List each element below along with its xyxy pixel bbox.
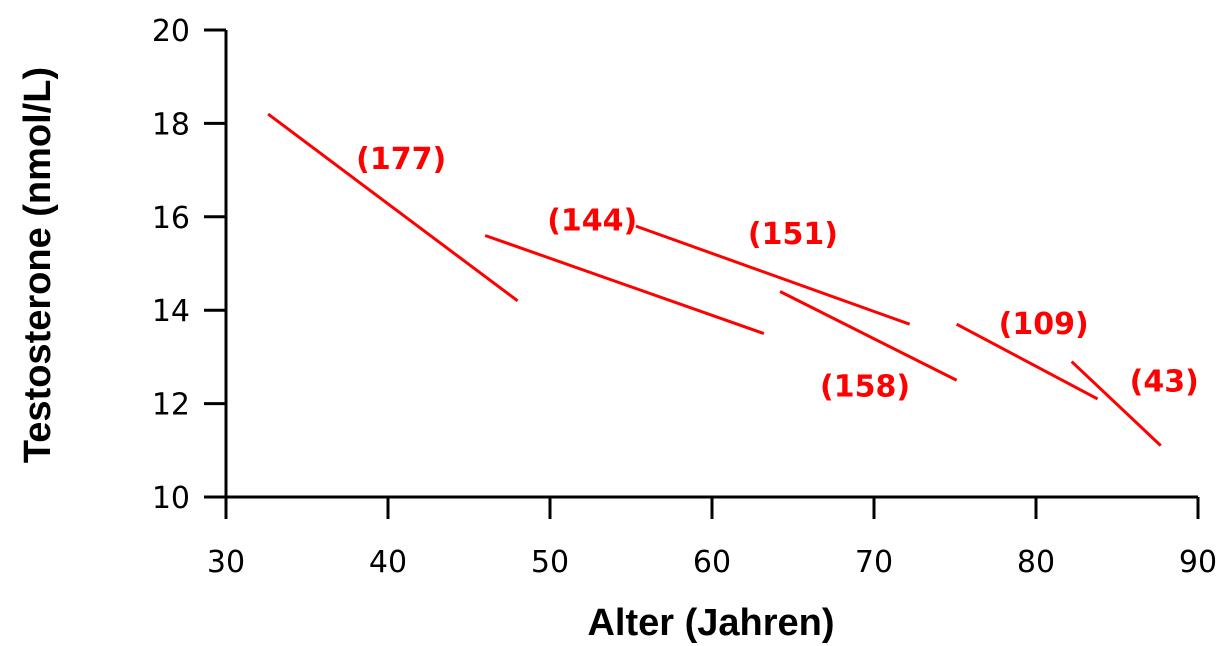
x-tick-label: 80 [1017, 545, 1055, 580]
series-line [955, 322, 1099, 401]
series-line [779, 290, 958, 382]
y-tick-label: 12 [152, 388, 190, 423]
series-0: (177) [267, 112, 519, 303]
x-tick-label: 90 [1179, 545, 1217, 580]
series-label: (158) [820, 370, 910, 405]
series-label: (43) [1130, 365, 1199, 400]
series-5: (43) [1070, 360, 1199, 447]
x-ticks: 30 40 50 60 70 80 90 [207, 497, 1217, 580]
series-line [1070, 360, 1162, 447]
series-label: (144) [547, 203, 637, 238]
x-tick-label: 70 [855, 545, 893, 580]
series-2: (151) [635, 217, 911, 326]
x-tick-label: 60 [693, 545, 731, 580]
x-tick-label: 30 [207, 545, 245, 580]
series-label: (177) [356, 142, 446, 177]
y-axis-title: Testosterone (nmol/L) [17, 67, 59, 463]
x-tick-label: 50 [531, 545, 569, 580]
series-label: (109) [999, 307, 1089, 342]
series-1: (144) [484, 203, 765, 335]
y-tick-label: 10 [152, 481, 190, 516]
series-layer: (177) (144) (151) (158) (109) (43) [267, 112, 1199, 447]
x-tick-label: 40 [369, 545, 407, 580]
x-axis-title: Alter (Jahren) [587, 602, 834, 644]
y-tick-label: 16 [152, 201, 190, 236]
y-tick-label: 20 [152, 14, 190, 49]
y-tick-label: 18 [152, 107, 190, 142]
series-line [267, 112, 519, 303]
y-tick-label: 14 [152, 294, 190, 329]
series-line [484, 234, 765, 335]
series-3: (158) [779, 290, 958, 405]
series-4: (109) [955, 307, 1099, 401]
axes: 10 12 14 16 18 20 30 40 50 60 70 80 90 [152, 14, 1217, 580]
y-ticks: 10 12 14 16 18 20 [152, 14, 226, 516]
series-line [635, 224, 911, 326]
series-label: (151) [748, 217, 838, 252]
